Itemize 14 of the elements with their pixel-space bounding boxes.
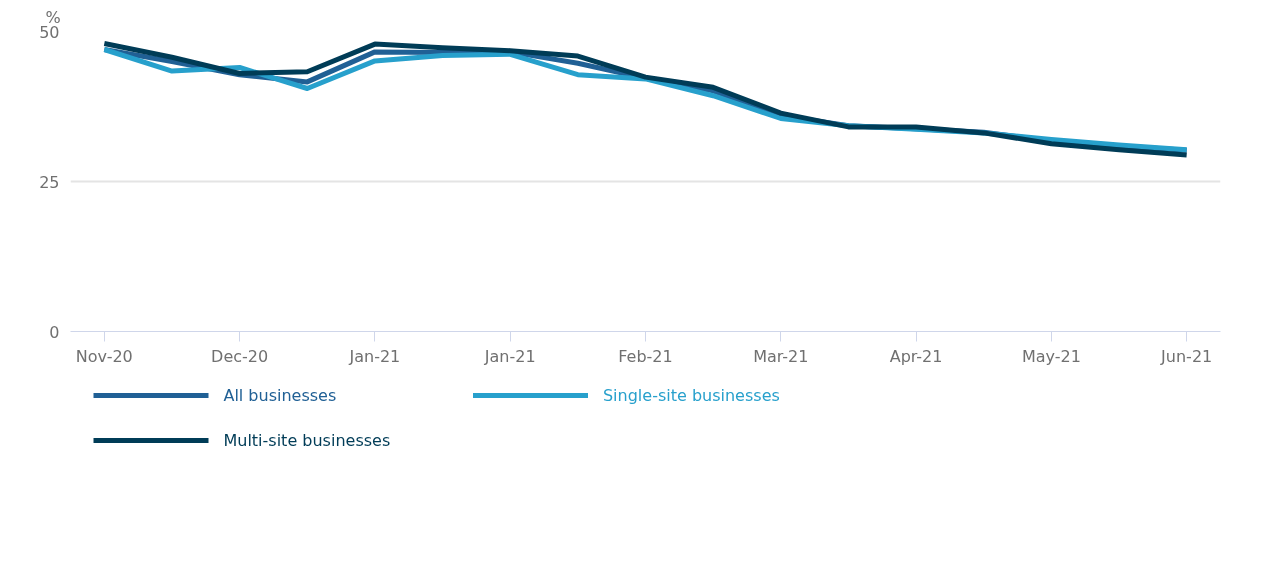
text: Multi-site businesses	[223, 431, 391, 450]
text: All businesses	[223, 386, 337, 405]
x-tick-label: Feb-21	[618, 346, 673, 366]
y-tick-label: 0	[49, 322, 60, 342]
x-tick-label: Jan-21	[348, 346, 401, 366]
x-tick-label: Apr-21	[889, 346, 943, 366]
x-tick-label: Mar-21	[753, 346, 809, 366]
x-tick-label: Nov-20	[75, 346, 133, 366]
x-tick-label: Jan-21	[483, 346, 536, 366]
x-tick-label: Dec-20	[211, 346, 269, 366]
text: Single-site businesses	[602, 386, 780, 405]
x-tick-label: May-21	[1021, 346, 1081, 366]
y-tick-label: 25	[39, 172, 60, 192]
x-tick-label: Jun-21	[1160, 346, 1213, 366]
